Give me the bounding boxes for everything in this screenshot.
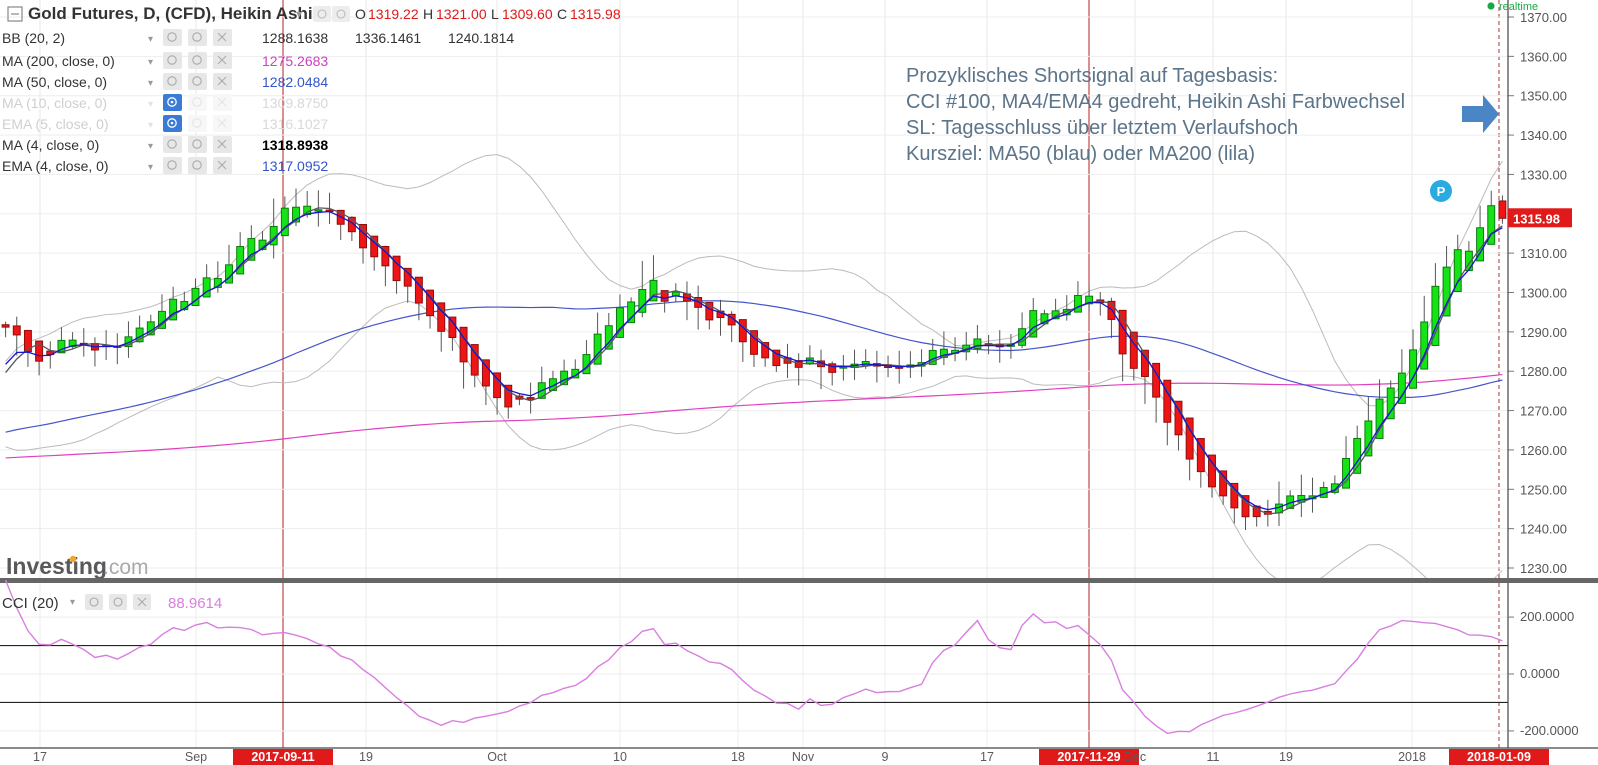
svg-text:1350.00: 1350.00 — [1520, 89, 1567, 104]
svg-text:MA (10, close, 0): MA (10, close, 0) — [2, 95, 107, 111]
svg-text:0.0000: 0.0000 — [1520, 666, 1560, 681]
svg-text:1336.1461: 1336.1461 — [355, 30, 421, 46]
svg-text:1330.00: 1330.00 — [1520, 167, 1567, 182]
svg-text:2018-01-09: 2018-01-09 — [1467, 750, 1531, 764]
svg-text:Nov: Nov — [792, 750, 815, 764]
svg-text:Investing: Investing — [6, 553, 107, 579]
svg-text:EMA (5, close, 0): EMA (5, close, 0) — [2, 116, 109, 132]
svg-text:1250.00: 1250.00 — [1520, 482, 1567, 497]
svg-text:-200.0000: -200.0000 — [1520, 723, 1579, 738]
svg-text:EMA (4, close, 0): EMA (4, close, 0) — [2, 158, 109, 174]
svg-text:1300.00: 1300.00 — [1520, 286, 1567, 301]
svg-text:1315.98: 1315.98 — [1513, 211, 1560, 226]
svg-text:P: P — [1437, 184, 1446, 199]
svg-text:MA (4, close, 0): MA (4, close, 0) — [2, 137, 99, 153]
svg-text:Oct: Oct — [487, 750, 507, 764]
svg-text:1280.00: 1280.00 — [1520, 364, 1567, 379]
svg-text:1240.00: 1240.00 — [1520, 522, 1567, 537]
svg-text:17: 17 — [33, 750, 47, 764]
svg-text:CCI (20): CCI (20) — [2, 595, 59, 612]
svg-text:▾: ▾ — [148, 141, 153, 152]
svg-text:200.0000: 200.0000 — [1520, 609, 1574, 624]
svg-text:Prozyklisches Shortsignal auf: Prozyklisches Shortsignal auf Tagesbasis… — [906, 65, 1278, 87]
svg-text:SL: Tagesschluss über letztem: SL: Tagesschluss über letztem Verlaufsho… — [906, 117, 1298, 139]
svg-text:realtime: realtime — [1499, 1, 1538, 13]
svg-text:1319.22: 1319.22 — [368, 6, 419, 22]
svg-text:H: H — [423, 6, 433, 22]
svg-text:.com: .com — [103, 556, 149, 579]
svg-text:18: 18 — [731, 750, 745, 764]
svg-text:2018: 2018 — [1398, 750, 1426, 764]
svg-text:1282.0484: 1282.0484 — [262, 74, 328, 90]
svg-text:Sep: Sep — [185, 750, 207, 764]
svg-text:L: L — [491, 6, 499, 22]
svg-text:1340.00: 1340.00 — [1520, 128, 1567, 143]
svg-text:▾: ▾ — [148, 120, 153, 131]
svg-text:▾: ▾ — [70, 597, 75, 608]
svg-text:1309.60: 1309.60 — [502, 6, 553, 22]
svg-text:1321.00: 1321.00 — [436, 6, 487, 22]
svg-text:MA (200, close, 0): MA (200, close, 0) — [2, 53, 115, 69]
svg-text:19: 19 — [1279, 750, 1293, 764]
svg-text:▾: ▾ — [148, 78, 153, 89]
svg-text:9: 9 — [882, 750, 889, 764]
svg-text:1317.0952: 1317.0952 — [262, 158, 328, 174]
svg-text:1318.8938: 1318.8938 — [262, 137, 328, 153]
svg-text:1260.00: 1260.00 — [1520, 443, 1567, 458]
svg-text:CCI #100, MA4/EMA4 gedreht, He: CCI #100, MA4/EMA4 gedreht, Heikin Ashi … — [906, 91, 1405, 113]
svg-text:1360.00: 1360.00 — [1520, 49, 1567, 64]
svg-text:19: 19 — [359, 750, 373, 764]
svg-text:1316.1027: 1316.1027 — [262, 116, 328, 132]
svg-text:10: 10 — [613, 750, 627, 764]
svg-text:▾: ▾ — [148, 162, 153, 173]
svg-text:2017-11-29: 2017-11-29 — [1057, 750, 1120, 764]
svg-text:▾: ▾ — [148, 99, 153, 110]
svg-text:17: 17 — [980, 750, 994, 764]
svg-text:BB (20, 2): BB (20, 2) — [2, 30, 65, 46]
svg-text:1315.98: 1315.98 — [570, 6, 621, 22]
svg-text:▾: ▾ — [148, 34, 153, 45]
svg-text:▾: ▾ — [296, 7, 302, 21]
svg-text:88.9614: 88.9614 — [168, 595, 222, 612]
svg-text:1275.2683: 1275.2683 — [262, 53, 328, 69]
svg-text:1290.00: 1290.00 — [1520, 325, 1567, 340]
svg-text:O: O — [355, 6, 366, 22]
svg-text:1288.1638: 1288.1638 — [262, 30, 328, 46]
svg-text:Gold Futures, D, (CFD), Heikin: Gold Futures, D, (CFD), Heikin Ashi — [28, 4, 313, 23]
svg-text:MA (50, close, 0): MA (50, close, 0) — [2, 74, 107, 90]
svg-text:1309.8750: 1309.8750 — [262, 95, 328, 111]
svg-text:1310.00: 1310.00 — [1520, 246, 1567, 261]
svg-text:Kursziel: MA50 (blau) oder MA2: Kursziel: MA50 (blau) oder MA200 (lila) — [906, 143, 1255, 165]
svg-text:C: C — [557, 6, 567, 22]
svg-text:2017-09-11: 2017-09-11 — [251, 750, 314, 764]
svg-text:1230.00: 1230.00 — [1520, 561, 1567, 576]
svg-text:▾: ▾ — [148, 57, 153, 68]
svg-text:1240.1814: 1240.1814 — [448, 30, 514, 46]
svg-text:11: 11 — [1207, 750, 1220, 764]
svg-text:Dec: Dec — [1124, 750, 1146, 764]
svg-text:1270.00: 1270.00 — [1520, 404, 1567, 419]
